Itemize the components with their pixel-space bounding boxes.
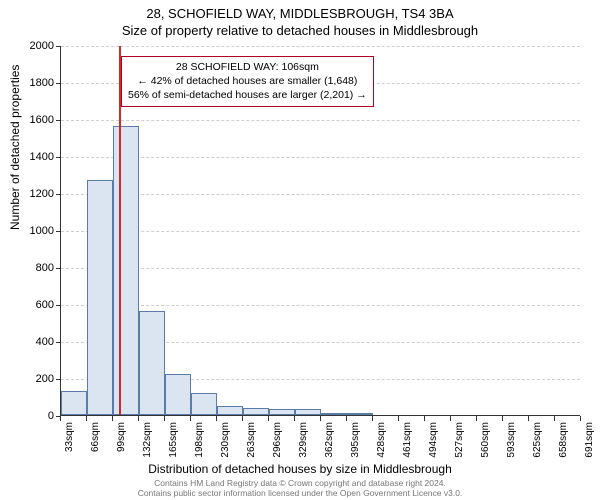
histogram-bar [347, 413, 373, 415]
ytick-mark [56, 194, 61, 195]
xtick-label: 99sqm [116, 422, 127, 464]
ytick-mark [56, 379, 61, 380]
histogram-bar [113, 126, 139, 415]
xtick-label: 362sqm [324, 422, 335, 464]
footer-attribution: Contains HM Land Registry data © Crown c… [0, 478, 600, 498]
ytick-label: 400 [14, 336, 54, 348]
xtick-mark [112, 416, 113, 421]
xtick-label: 428sqm [376, 422, 387, 464]
histogram-bar [165, 374, 191, 415]
histogram-bar [321, 413, 347, 415]
histogram-bar [139, 311, 165, 415]
histogram-bar [87, 180, 113, 415]
xtick-label: 132sqm [142, 422, 153, 464]
y-axis-label: Number of detached properties [8, 65, 22, 230]
xtick-mark [476, 416, 477, 421]
xtick-mark [216, 416, 217, 421]
grid-line [61, 46, 580, 47]
xtick-mark [164, 416, 165, 421]
annotation-line: ← 42% of detached houses are smaller (1,… [128, 74, 367, 88]
ytick-label: 2000 [14, 40, 54, 52]
xtick-label: 165sqm [168, 422, 179, 464]
xtick-mark [138, 416, 139, 421]
x-axis-label: Distribution of detached houses by size … [0, 462, 600, 476]
xtick-label: 66sqm [90, 422, 101, 464]
ytick-label: 1600 [14, 114, 54, 126]
histogram-bar [295, 409, 321, 415]
ytick-mark [56, 342, 61, 343]
ytick-label: 200 [14, 373, 54, 385]
xtick-mark [502, 416, 503, 421]
ytick-mark [56, 231, 61, 232]
xtick-label: 593sqm [506, 422, 517, 464]
xtick-label: 691sqm [584, 422, 595, 464]
xtick-mark [398, 416, 399, 421]
ytick-label: 1000 [14, 225, 54, 237]
chart-container: 28, SCHOFIELD WAY, MIDDLESBROUGH, TS4 3B… [0, 0, 600, 500]
xtick-label: 494sqm [428, 422, 439, 464]
xtick-label: 296sqm [272, 422, 283, 464]
ytick-label: 0 [14, 410, 54, 422]
ytick-mark [56, 120, 61, 121]
xtick-label: 198sqm [194, 422, 205, 464]
xtick-label: 329sqm [298, 422, 309, 464]
xtick-mark [528, 416, 529, 421]
xtick-label: 230sqm [220, 422, 231, 464]
xtick-mark [346, 416, 347, 421]
xtick-mark [320, 416, 321, 421]
xtick-mark [190, 416, 191, 421]
annotation-line: 28 SCHOFIELD WAY: 106sqm [128, 60, 367, 74]
histogram-bar [191, 393, 217, 415]
annotation-box: 28 SCHOFIELD WAY: 106sqm← 42% of detache… [121, 56, 374, 107]
footer-line1: Contains HM Land Registry data © Crown c… [0, 478, 600, 488]
xtick-label: 263sqm [246, 422, 257, 464]
xtick-label: 658sqm [558, 422, 569, 464]
ytick-mark [56, 268, 61, 269]
histogram-bar [61, 391, 87, 415]
xtick-label: 395sqm [350, 422, 361, 464]
ytick-mark [56, 83, 61, 84]
xtick-mark [242, 416, 243, 421]
ytick-mark [56, 157, 61, 158]
xtick-mark [294, 416, 295, 421]
ytick-label: 1400 [14, 151, 54, 163]
xtick-mark [554, 416, 555, 421]
ytick-label: 600 [14, 299, 54, 311]
histogram-bar [243, 408, 269, 415]
xtick-label: 33sqm [64, 422, 75, 464]
ytick-label: 1800 [14, 77, 54, 89]
title-main: 28, SCHOFIELD WAY, MIDDLESBROUGH, TS4 3B… [0, 0, 600, 21]
footer-line2: Contains public sector information licen… [0, 488, 600, 498]
grid-line [61, 120, 580, 121]
annotation-line: 56% of semi-detached houses are larger (… [128, 88, 367, 102]
xtick-mark [60, 416, 61, 421]
xtick-mark [450, 416, 451, 421]
xtick-label: 527sqm [454, 422, 465, 464]
histogram-bar [217, 406, 243, 415]
xtick-mark [424, 416, 425, 421]
xtick-label: 625sqm [532, 422, 543, 464]
xtick-label: 461sqm [402, 422, 413, 464]
ytick-label: 800 [14, 262, 54, 274]
ytick-mark [56, 305, 61, 306]
xtick-label: 560sqm [480, 422, 491, 464]
ytick-label: 1200 [14, 188, 54, 200]
xtick-mark [580, 416, 581, 421]
histogram-bar [269, 409, 295, 415]
xtick-mark [86, 416, 87, 421]
ytick-mark [56, 46, 61, 47]
xtick-mark [268, 416, 269, 421]
xtick-mark [372, 416, 373, 421]
chart-area: 28 SCHOFIELD WAY: 106sqm← 42% of detache… [60, 46, 580, 416]
plot-region: 28 SCHOFIELD WAY: 106sqm← 42% of detache… [60, 46, 580, 416]
title-sub: Size of property relative to detached ho… [0, 21, 600, 38]
